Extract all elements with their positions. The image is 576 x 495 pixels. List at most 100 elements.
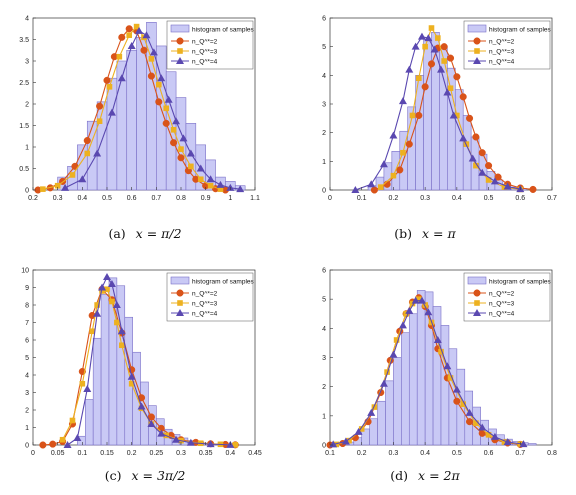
data-point-square xyxy=(358,426,365,432)
data-point-triangle xyxy=(398,321,407,329)
x-tick-label: 0.3 xyxy=(420,195,430,202)
data-point-circle xyxy=(170,139,178,147)
legend-marker xyxy=(473,289,481,297)
data-point-triangle xyxy=(449,111,458,119)
data-point-square xyxy=(485,431,492,438)
legend: histogram of samples n_Q^*=2 n_Q^*=3 n_Q^*=… xyxy=(166,272,255,322)
x-tick-label: 0.35 xyxy=(199,450,213,457)
legend-marker xyxy=(176,289,184,297)
legend-label-series: n_Q^*=2 xyxy=(192,291,218,298)
data-point-triangle xyxy=(452,385,461,393)
data-point-triangle xyxy=(433,336,442,343)
chart-panel-a: 0.2 0.3 0.4 0.5 0.6 0.7 0.8 0.9 1 1.1 0 0.5 1 1.5 2 2.5… xyxy=(19,16,260,203)
x-tick-label: 0.4 xyxy=(452,195,462,202)
y-tick-label: 2 xyxy=(322,130,326,137)
legend: histogram of samples n_Q^*=2 n_Q^*=3 n_Q^*=… xyxy=(463,272,552,322)
x-tick-label: 0.6 xyxy=(484,450,494,457)
histogram-bar xyxy=(126,49,137,191)
data-point-square xyxy=(69,172,76,178)
data-point-triangle xyxy=(179,134,188,142)
data-point-triangle xyxy=(186,438,195,446)
x-tick-label: 0.8 xyxy=(176,195,186,202)
data-point-square xyxy=(188,163,194,170)
histogram-bar xyxy=(100,294,110,446)
y-tick-label: 4 xyxy=(25,373,29,380)
data-point-triangle xyxy=(137,402,146,410)
data-point-circle xyxy=(446,54,455,62)
x-tick-label: 0.15 xyxy=(100,450,114,457)
x-tick-label: 0.2 xyxy=(28,195,38,202)
x-tick-label: 0 xyxy=(328,195,332,202)
y-tick-label: 5 xyxy=(25,355,29,362)
caption-label: (d) xyxy=(390,468,409,483)
y-tick-label: 3 xyxy=(322,102,326,109)
data-point-triangle xyxy=(398,97,407,105)
data-point-triangle xyxy=(519,440,528,448)
x-tick-label: 0.6 xyxy=(515,195,525,202)
y-tick-label: 7 xyxy=(25,320,29,327)
data-point-square xyxy=(84,150,91,157)
data-point-triangle xyxy=(107,280,116,287)
data-point-square xyxy=(170,127,177,133)
data-point-circle xyxy=(472,133,480,141)
x-tick-label: 0 xyxy=(31,450,35,457)
data-point-square xyxy=(377,184,384,190)
data-point-square xyxy=(416,75,422,81)
caption-label: (c) xyxy=(104,468,122,483)
data-point-circle xyxy=(459,93,467,101)
legend-label-histogram: histogram of samples xyxy=(489,279,552,286)
caption-label: (a) xyxy=(108,226,126,241)
data-point-square xyxy=(69,417,76,424)
histogram-bar xyxy=(416,290,426,446)
data-point-square xyxy=(109,298,115,305)
data-point-circle xyxy=(405,140,413,148)
data-point-triangle xyxy=(117,74,126,82)
x-tick-label: 0.2 xyxy=(127,450,137,457)
legend-label-series: n_Q^*=2 xyxy=(489,291,515,298)
y-tick-label: 3.5 xyxy=(19,37,29,44)
data-point-square xyxy=(106,84,113,90)
legend-swatch-histogram xyxy=(467,276,487,285)
x-tick-label: 0.3 xyxy=(389,450,399,457)
data-point-square xyxy=(501,439,508,445)
y-tick-label: 4 xyxy=(322,73,326,80)
y-tick-label: 3 xyxy=(322,355,326,362)
data-point-triangle xyxy=(147,420,156,427)
histogram-bar xyxy=(175,97,187,191)
legend-label-series: n_Q^*=3 xyxy=(489,49,515,56)
data-point-circle xyxy=(465,114,474,122)
histogram-bar xyxy=(408,313,418,446)
data-point-square xyxy=(232,442,239,448)
y-tick-label: 2.5 xyxy=(19,80,29,87)
histogram-bar xyxy=(440,325,450,446)
data-point-square xyxy=(197,176,204,183)
data-point-triangle xyxy=(424,34,433,42)
data-point-triangle xyxy=(354,427,363,435)
x-tick-label: 0.9 xyxy=(201,195,211,202)
y-tick-label: 8 xyxy=(25,303,29,310)
legend-marker xyxy=(474,300,480,306)
data-point-square xyxy=(89,328,95,335)
legend-marker xyxy=(474,48,480,54)
legend-marker xyxy=(176,57,184,64)
data-point-square xyxy=(148,56,155,62)
data-point-square xyxy=(207,182,214,189)
chart-panel-b: 0 0.1 0.2 0.3 0.4 0.5 0.6 0.7 0 1 2 3 4 5 6 histogram o… xyxy=(322,16,557,203)
data-point-square xyxy=(346,437,352,444)
y-tick-label: 1 xyxy=(25,145,29,152)
y-tick-label: 2 xyxy=(322,384,326,391)
legend-marker xyxy=(176,37,184,45)
data-point-triangle xyxy=(443,362,452,370)
data-point-triangle xyxy=(157,429,166,437)
data-point-square xyxy=(163,105,169,112)
data-point-triangle xyxy=(468,154,477,162)
data-point-circle xyxy=(83,137,91,145)
data-point-circle xyxy=(485,162,493,170)
data-point-circle xyxy=(478,149,486,157)
data-point-square xyxy=(178,146,184,152)
data-point-square xyxy=(416,296,422,302)
data-point-square xyxy=(447,375,454,381)
data-point-circle xyxy=(453,73,461,81)
legend-marker xyxy=(473,57,481,64)
y-tick-label: 9 xyxy=(25,285,29,292)
